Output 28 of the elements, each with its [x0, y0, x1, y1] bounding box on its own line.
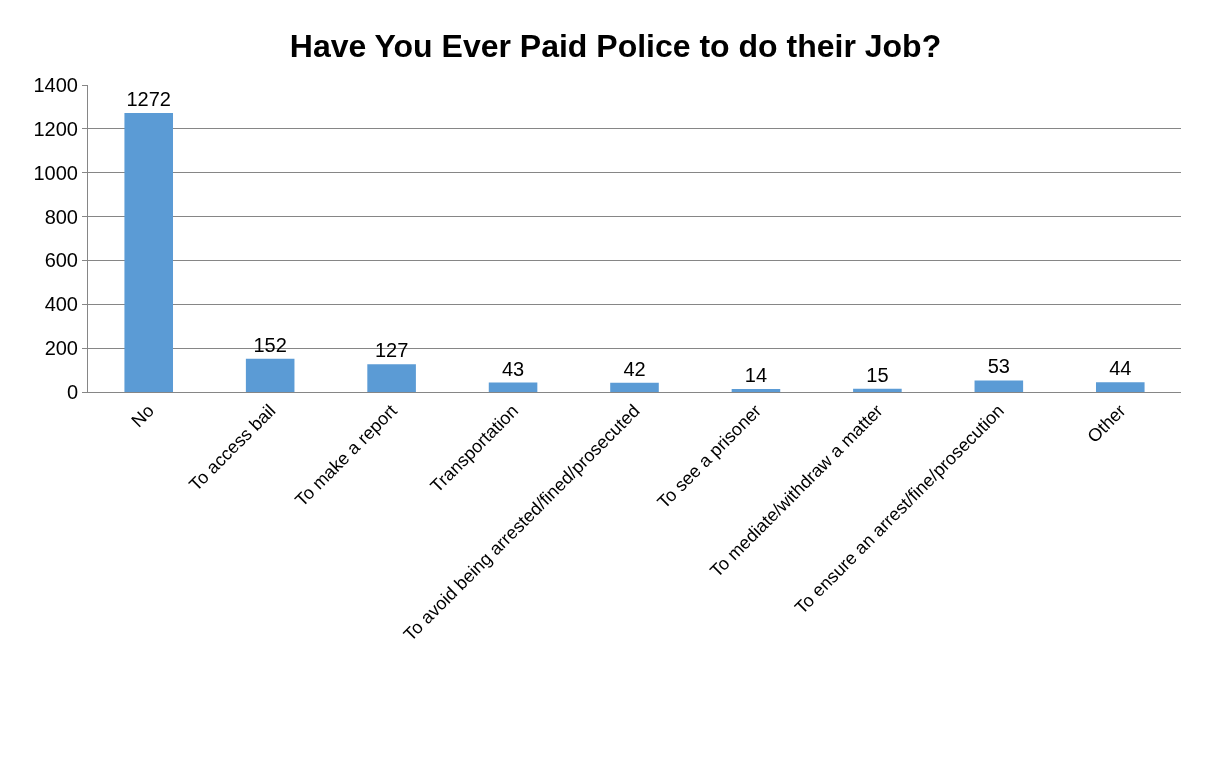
data-label: 127	[374, 339, 409, 362]
bar	[853, 388, 902, 392]
y-tick-label: 200	[44, 337, 78, 360]
y-tick-label: 400	[44, 293, 78, 316]
bar	[245, 358, 295, 392]
data-label: 14	[744, 363, 768, 386]
bar	[124, 113, 174, 392]
data-label: 43	[501, 357, 525, 380]
y-tick-label: 1200	[33, 117, 78, 140]
data-label: 44	[1109, 357, 1132, 380]
y-tick-label: 800	[44, 205, 78, 228]
y-tick-label: 1400	[33, 74, 78, 96]
x-tick-label: No	[127, 400, 158, 432]
bar	[367, 364, 416, 392]
bar	[610, 382, 659, 392]
bar	[974, 380, 1024, 392]
y-tick-label: 0	[66, 381, 78, 403]
bar	[1095, 382, 1145, 392]
data-label: 152	[253, 333, 287, 356]
bar	[731, 388, 781, 392]
bar	[488, 382, 538, 392]
chart-title: Have You Ever Paid Police to do their Job?	[289, 27, 942, 64]
data-label: 53	[987, 355, 1010, 378]
data-label: 42	[623, 357, 646, 380]
y-tick-label: 1000	[33, 161, 78, 184]
data-label: 15	[866, 363, 889, 386]
y-tick-label: 600	[44, 249, 78, 272]
data-label: 1272	[126, 88, 171, 111]
